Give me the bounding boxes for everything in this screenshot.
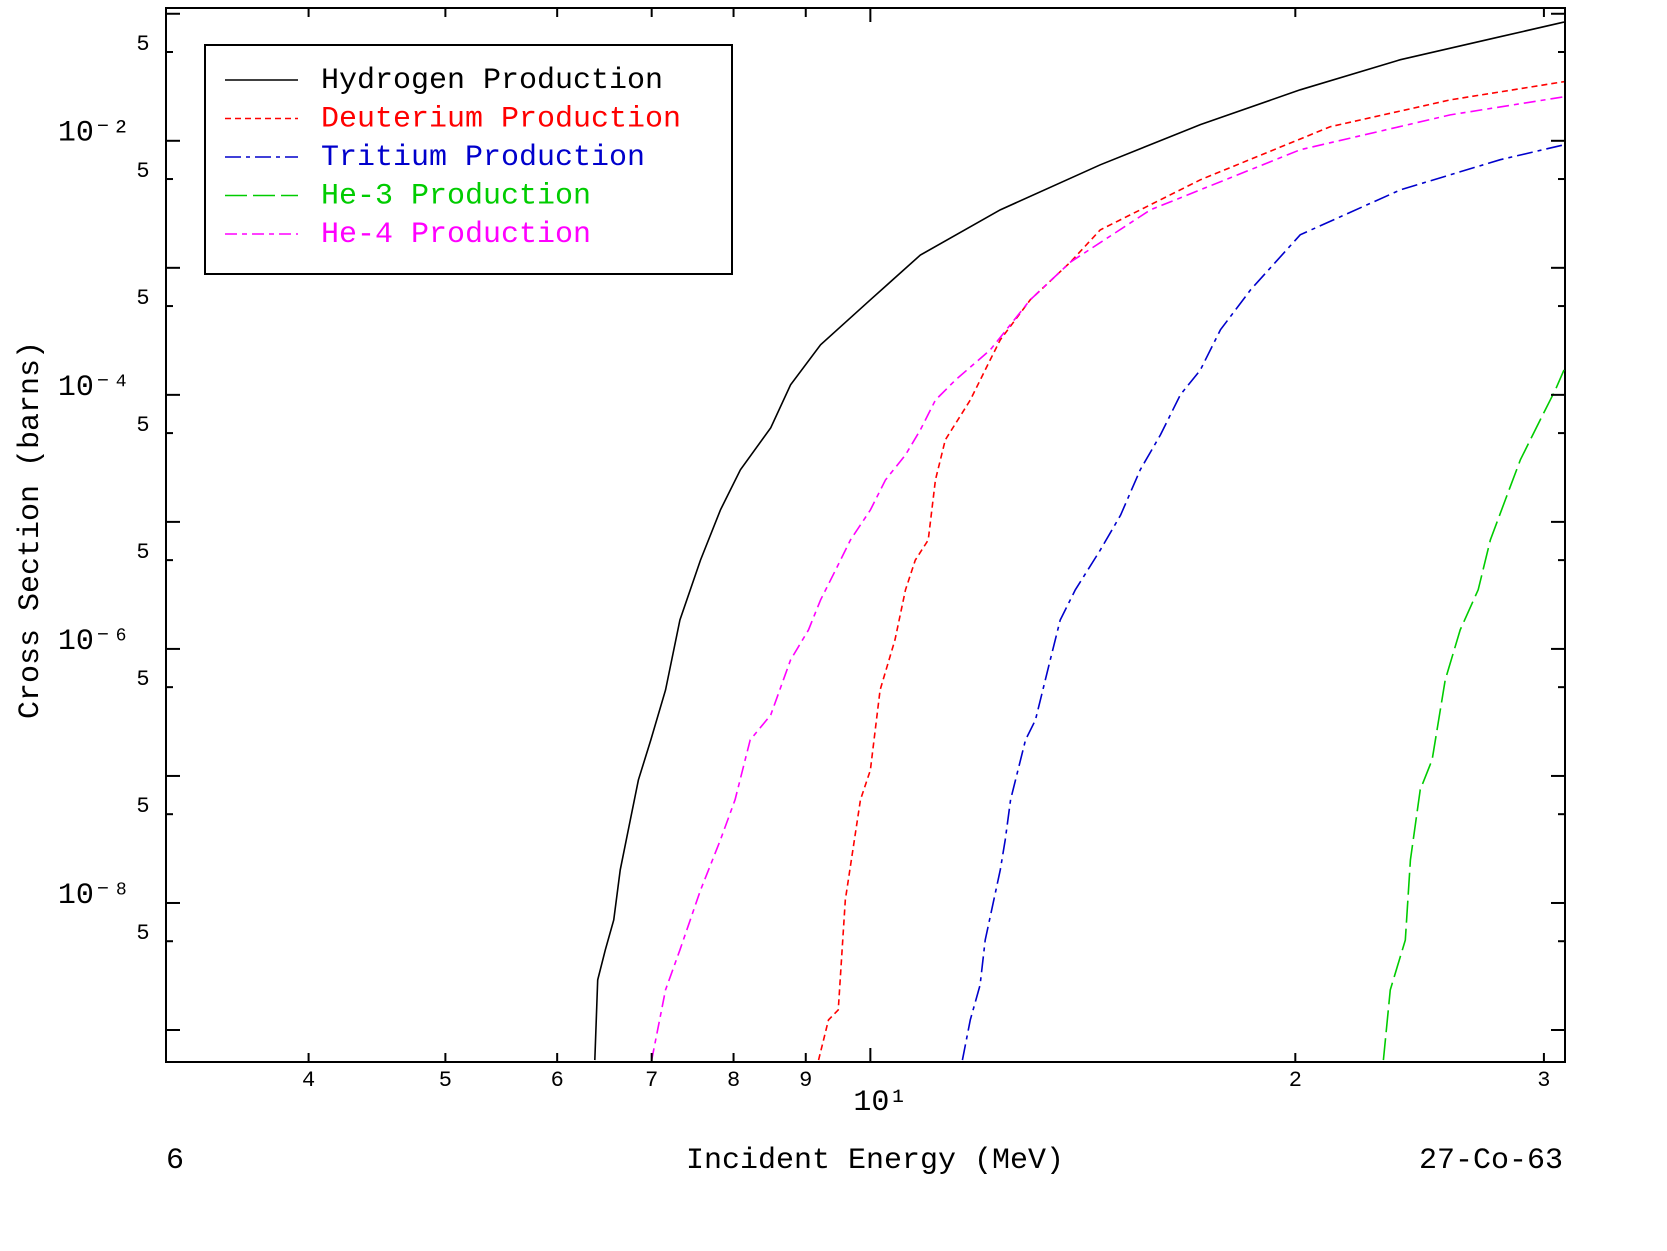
y-tick-label: 10⁻⁶	[58, 625, 130, 659]
x-tick-label: 2	[1289, 1068, 1302, 1093]
y-axis-label: Cross Section (barns)	[14, 341, 48, 719]
legend-label: Hydrogen Production	[321, 64, 663, 98]
series-line	[650, 95, 1565, 1061]
plot-frame	[165, 7, 1566, 1063]
x-axis-label: Incident Energy (MeV)	[686, 1144, 1064, 1178]
series-line	[594, 21, 1565, 1061]
x-tick-label: 7	[645, 1068, 658, 1093]
annotation: 6	[166, 1144, 184, 1178]
x-tick-label: 4	[302, 1068, 315, 1093]
annotation: 27-Co-63	[1419, 1144, 1563, 1178]
series-line	[961, 144, 1565, 1061]
x-tick-label: 6	[551, 1068, 564, 1093]
legend-label: He-3 Production	[321, 179, 591, 213]
y-tick-label: 5	[136, 540, 149, 565]
series-line	[1382, 369, 1565, 1061]
y-tick-label: 5	[136, 286, 149, 311]
plot-area	[594, 21, 1565, 1061]
x-tick-label: 5	[439, 1068, 452, 1093]
legend-box	[204, 44, 733, 275]
legend-label: Deuterium Production	[321, 102, 681, 136]
x-tick-label: 3	[1537, 1068, 1550, 1093]
y-tick-label: 10⁻²	[58, 117, 130, 151]
y-tick-label: 5	[136, 921, 149, 946]
y-tick-label: 5	[136, 413, 149, 438]
legend-label: He-4 Production	[321, 218, 591, 252]
y-tick-label: 5	[136, 32, 149, 57]
y-tick-label: 10⁻⁸	[58, 879, 130, 913]
x-tick-label: 10¹	[853, 1086, 907, 1120]
y-tick-label: 10⁻⁴	[58, 371, 130, 405]
series-line	[817, 80, 1565, 1061]
y-tick-label: 5	[136, 667, 149, 692]
x-tick-label: 9	[799, 1068, 812, 1093]
legend-label: Tritium Production	[321, 141, 645, 175]
y-tick-label: 5	[136, 159, 149, 184]
x-tick-label: 8	[727, 1068, 740, 1093]
y-tick-label: 5	[136, 794, 149, 819]
